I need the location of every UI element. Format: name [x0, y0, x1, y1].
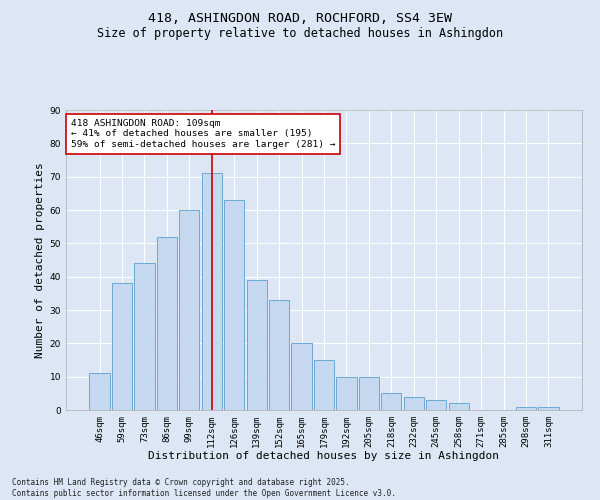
- Bar: [381, 394, 401, 410]
- Bar: [449, 404, 469, 410]
- Bar: [314, 360, 334, 410]
- Bar: [134, 264, 155, 410]
- Bar: [89, 374, 110, 410]
- Bar: [359, 376, 379, 410]
- Bar: [157, 236, 177, 410]
- Bar: [202, 174, 222, 410]
- Bar: [247, 280, 267, 410]
- Bar: [224, 200, 244, 410]
- Y-axis label: Number of detached properties: Number of detached properties: [35, 162, 46, 358]
- Text: 418 ASHINGDON ROAD: 109sqm
← 41% of detached houses are smaller (195)
59% of sem: 418 ASHINGDON ROAD: 109sqm ← 41% of deta…: [71, 119, 335, 149]
- Bar: [516, 406, 536, 410]
- Text: 418, ASHINGDON ROAD, ROCHFORD, SS4 3EW: 418, ASHINGDON ROAD, ROCHFORD, SS4 3EW: [148, 12, 452, 26]
- Bar: [112, 284, 132, 410]
- Bar: [337, 376, 356, 410]
- Bar: [426, 400, 446, 410]
- Bar: [404, 396, 424, 410]
- Bar: [269, 300, 289, 410]
- Bar: [538, 406, 559, 410]
- Text: Contains HM Land Registry data © Crown copyright and database right 2025.
Contai: Contains HM Land Registry data © Crown c…: [12, 478, 396, 498]
- X-axis label: Distribution of detached houses by size in Ashingdon: Distribution of detached houses by size …: [149, 452, 499, 462]
- Bar: [292, 344, 311, 410]
- Bar: [179, 210, 199, 410]
- Text: Size of property relative to detached houses in Ashingdon: Size of property relative to detached ho…: [97, 28, 503, 40]
